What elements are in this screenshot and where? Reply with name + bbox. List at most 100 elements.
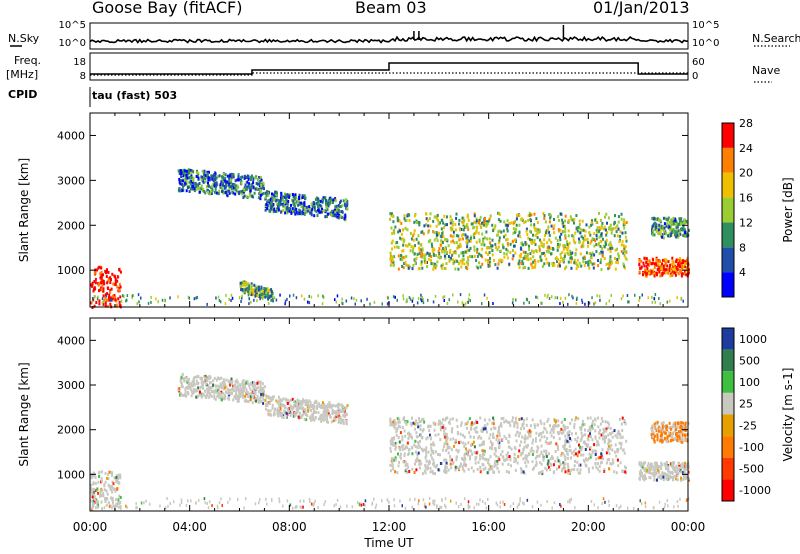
power-echo-cell (209, 185, 212, 189)
power-echo-cell (655, 271, 658, 275)
velocity-echo-cell (484, 466, 487, 470)
power-echo-cell (526, 257, 529, 261)
power-plot-bg (90, 113, 688, 307)
power-echo-cell (682, 228, 685, 232)
velocity-echo-cell (434, 472, 436, 476)
power-echo-cell (389, 257, 392, 261)
power-echo-cell (336, 212, 339, 216)
power-echo-cell (552, 227, 555, 231)
power-echo-cell (414, 258, 417, 262)
power-echo-cell (657, 232, 660, 236)
power-echo-cell (327, 212, 330, 216)
velocity-echo-cell (119, 501, 122, 505)
velocity-echo-cell (576, 468, 579, 472)
velocity-echo-cell (660, 461, 663, 465)
velocity-echo-cell (573, 464, 576, 468)
power-near-range-cell (120, 299, 123, 303)
power-echo-cell (292, 199, 295, 203)
velocity-echo-cell (419, 466, 421, 470)
power-echo-cell (595, 250, 598, 254)
power-echo-cell (203, 170, 206, 174)
power-echo-cell (683, 234, 686, 238)
velocity-echo-cell (319, 417, 322, 421)
velocity-echo-cell (510, 464, 512, 468)
power-echo-cell (319, 204, 322, 208)
power-echo-cell (442, 263, 445, 267)
power-echo-cell (283, 195, 286, 199)
velocity-echo-cell (491, 465, 494, 469)
power-echo-cell (303, 201, 306, 205)
velocity-echo-cell (407, 448, 410, 452)
power-echo-cell (462, 228, 465, 232)
velocity-echo-cell (180, 381, 183, 384)
velocity-echo-cell (470, 423, 473, 427)
power-echo-cell (339, 214, 342, 218)
velocity-echo-cell (533, 423, 536, 427)
power-echo-cell (536, 232, 539, 236)
velocity-echo-cell (288, 400, 291, 404)
power-echo-cell (342, 199, 345, 203)
velocity-echo-cell (406, 441, 409, 445)
power-echo-cell (422, 232, 425, 236)
velocity-echo-cell (399, 425, 402, 429)
power-echo-cell (305, 210, 308, 214)
power-echo-cell (286, 194, 289, 198)
velocity-echo-cell (118, 501, 121, 505)
power-echo-cell (663, 267, 666, 271)
power-echo-cell (529, 218, 532, 222)
power-echo-cell (239, 176, 242, 180)
power-near-range-cell (628, 300, 630, 304)
velocity-echo-cell (518, 417, 521, 421)
velocity-echo-cell (335, 415, 338, 418)
velocity-echo-cell (567, 469, 570, 472)
power-echo-cell (662, 236, 665, 240)
power-echo-cell (518, 230, 521, 234)
velocity-echo-cell (311, 412, 314, 416)
velocity-echo-cell (477, 460, 480, 464)
velocity-echo-cell (399, 448, 402, 452)
power-echo-cell (573, 221, 575, 225)
velocity-echo-cell (575, 416, 578, 420)
velocity-echo-cell (492, 418, 495, 422)
power-echo-cell (254, 187, 257, 191)
velocity-echo-cell (292, 399, 295, 403)
velocity-echo-cell (513, 446, 516, 450)
velocity-echo-cell (486, 471, 489, 475)
velocity-echo-cell (462, 458, 465, 461)
power-near-range-cell (610, 293, 612, 297)
power-echo-cell (443, 226, 445, 230)
velocity-echo-cell (480, 443, 483, 447)
power-echo-cell (261, 192, 264, 196)
velocity-echo-cell (408, 431, 410, 435)
power-echo-cell (458, 254, 460, 258)
velocity-echo-cell (660, 474, 663, 478)
power-echo-cell (321, 199, 324, 203)
power-echo-cell (412, 238, 415, 242)
power-echo-cell (588, 266, 591, 270)
power-echo-cell (396, 245, 399, 249)
power-echo-cell (624, 235, 627, 239)
velocity-echo-cell (597, 456, 600, 460)
power-echo-cell (670, 262, 673, 266)
velocity-echo-cell (586, 437, 589, 441)
velocity-echo-cell (601, 437, 604, 441)
power-echo-cell (114, 279, 117, 283)
power-echo-cell (277, 206, 280, 210)
velocity-echo-cell (605, 429, 607, 433)
velocity-echo-cell (464, 442, 467, 446)
power-echo-cell (293, 203, 296, 207)
power-echo-cell (558, 245, 560, 249)
velocity-echo-cell (567, 465, 570, 469)
velocity-echo-cell (257, 400, 260, 404)
power-echo-cell (467, 256, 469, 260)
power-echo-cell (192, 176, 195, 180)
power-near-range-cell (682, 299, 684, 303)
power-echo-cell (671, 259, 674, 263)
power-echo-cell (241, 287, 244, 291)
power-echo-cell (522, 243, 525, 247)
velocity-echo-cell (514, 433, 517, 437)
power-near-range-cell (253, 298, 255, 302)
power-echo-cell (450, 240, 453, 244)
power-near-range-cell (132, 294, 134, 298)
power-echo-cell (675, 265, 678, 269)
